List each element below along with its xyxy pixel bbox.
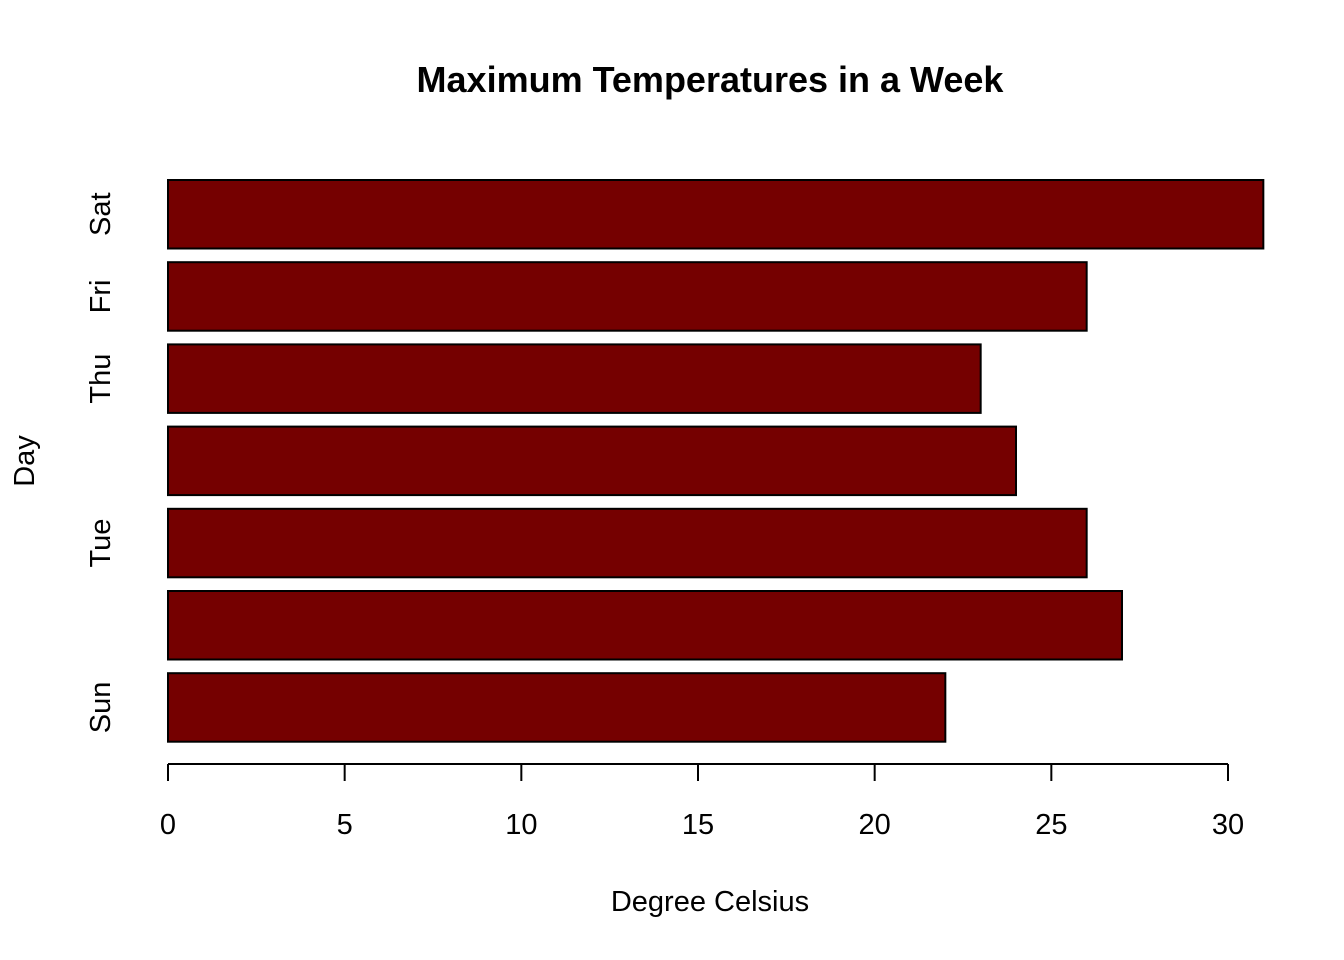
chart-title: Maximum Temperatures in a Week xyxy=(417,59,1005,100)
bar-fri xyxy=(167,261,1088,332)
x-tick-label-20: 20 xyxy=(859,809,891,841)
y-tick-label-thu: Thu xyxy=(85,354,117,404)
y-tick-label-sat: Sat xyxy=(85,192,117,236)
bars-layer xyxy=(167,179,1265,743)
x-tick-label-15: 15 xyxy=(682,809,714,841)
x-tick-label-30: 30 xyxy=(1212,809,1244,841)
x-axis: 0 5 10 15 20 25 30 xyxy=(160,763,1244,841)
x-tick-label-0: 0 xyxy=(160,809,176,841)
y-axis-label: Day xyxy=(9,435,41,487)
y-tick-label-sun: Sun xyxy=(85,682,117,734)
x-tick-label-10: 10 xyxy=(505,809,537,841)
y-tick-label-fri: Fri xyxy=(85,280,117,314)
x-tick-label-25: 25 xyxy=(1035,809,1067,841)
bar-mon xyxy=(167,590,1123,661)
y-tick-labels: Sun Tue Thu Fri Sat xyxy=(85,192,117,733)
bar-sun xyxy=(167,672,947,743)
bar-tue xyxy=(167,507,1088,579)
bar-thu xyxy=(167,343,982,414)
bar-wed xyxy=(167,425,1017,497)
x-axis-label: Degree Celsius xyxy=(611,886,809,918)
x-tick-label-5: 5 xyxy=(337,809,353,841)
y-tick-label-tue: Tue xyxy=(85,519,117,568)
bar-sat xyxy=(167,179,1265,250)
